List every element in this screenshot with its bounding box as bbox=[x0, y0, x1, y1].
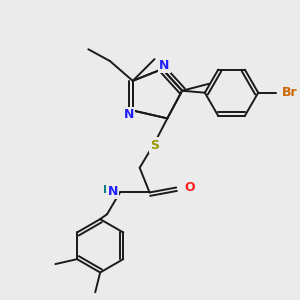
Text: Br: Br bbox=[282, 86, 298, 99]
Text: H: H bbox=[103, 184, 112, 194]
Text: N: N bbox=[124, 108, 134, 121]
Text: O: O bbox=[185, 181, 195, 194]
Text: S: S bbox=[150, 139, 159, 152]
Text: N: N bbox=[159, 58, 170, 72]
Text: N: N bbox=[108, 185, 118, 198]
